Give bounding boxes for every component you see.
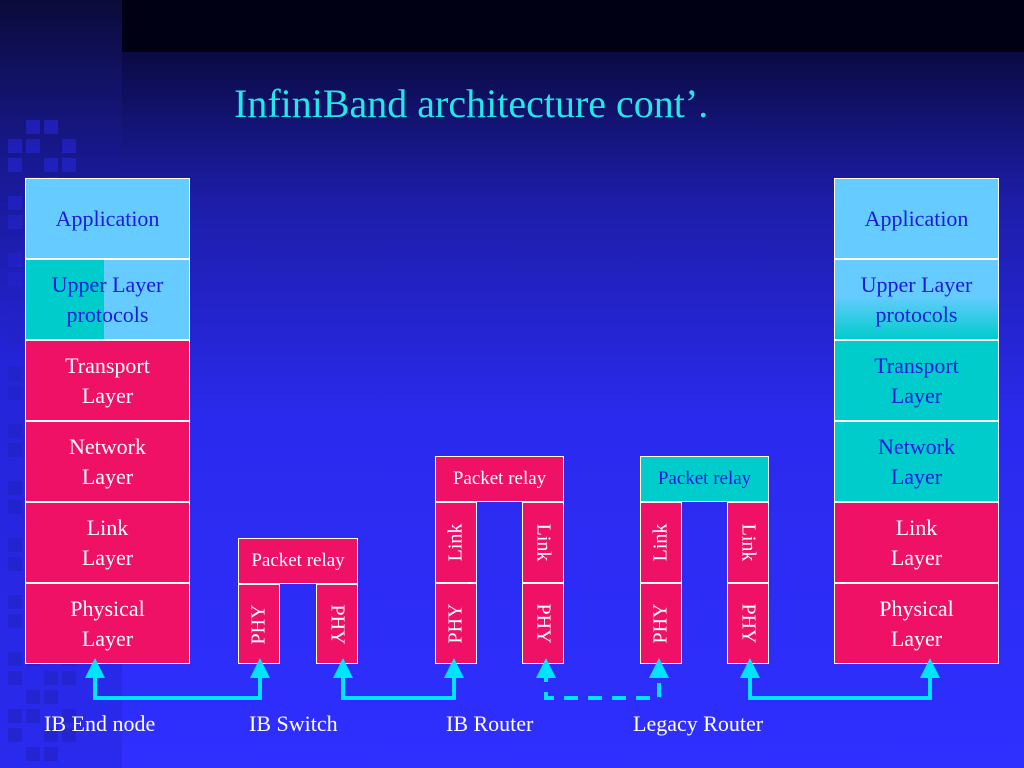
decor-square xyxy=(8,196,22,210)
decor-square xyxy=(8,367,22,381)
decor-square xyxy=(8,158,22,172)
decor-square xyxy=(8,215,22,229)
decor-square xyxy=(44,728,58,742)
decor-square xyxy=(8,329,22,343)
decor-square xyxy=(26,120,40,134)
caption-legacy-router: Legacy Router xyxy=(633,711,764,736)
ib-router-phy-left: PHY xyxy=(435,583,477,664)
decor-square xyxy=(62,671,76,685)
right-upper-layer-protocols: Upper Layer protocols xyxy=(834,259,999,340)
top-band xyxy=(122,0,1024,52)
switch-packet-relay: Packet relay xyxy=(238,538,358,584)
decor-square xyxy=(44,158,58,172)
decor-square xyxy=(8,500,22,514)
decor-square xyxy=(44,747,58,761)
left-network-layer: Network Layer xyxy=(25,421,190,502)
link-switch-ibrouter xyxy=(333,658,464,700)
link-ibrouter-legacyrouter-dashed xyxy=(536,658,669,700)
caption-ib-end-node: IB End node xyxy=(44,711,156,736)
decor-square xyxy=(8,386,22,400)
decor-square xyxy=(44,690,58,704)
right-network-layer: Network Layer xyxy=(834,421,999,502)
decor-square xyxy=(8,595,22,609)
ib-router-link-right: Link xyxy=(522,502,564,583)
decor-square xyxy=(8,557,22,571)
link-endnode-switch xyxy=(85,658,270,700)
decor-square xyxy=(26,690,40,704)
decor-square xyxy=(26,139,40,153)
switch-phy-right: PHY xyxy=(316,584,358,664)
decor-square xyxy=(62,728,76,742)
left-upper-layer-protocols: Upper Layer protocols xyxy=(25,259,190,340)
legacy-router-link-right: Link xyxy=(727,502,769,583)
decor-square xyxy=(44,671,58,685)
decor-square xyxy=(44,120,58,134)
legacy-router-link-left: Link xyxy=(640,502,682,583)
decor-square xyxy=(8,424,22,438)
caption-ib-router: IB Router xyxy=(446,711,534,736)
ib-router-link-left: Link xyxy=(435,502,477,583)
ib-router-phy-right: PHY xyxy=(522,583,564,664)
decor-square xyxy=(8,671,22,685)
decor-square xyxy=(8,310,22,324)
legacy-router-packet-relay: Packet relay xyxy=(640,456,769,502)
decor-square xyxy=(62,709,76,723)
decor-square xyxy=(8,272,22,286)
decor-square xyxy=(8,652,22,666)
slide-title: InfiniBand architecture cont’. xyxy=(234,81,709,126)
right-link-layer: Link Layer xyxy=(834,502,999,583)
ib-router-packet-relay: Packet relay xyxy=(435,456,564,502)
left-physical-layer: Physical Layer xyxy=(25,583,190,664)
decor-square xyxy=(26,709,40,723)
decor-square xyxy=(8,538,22,552)
legacy-router-phy-right: PHY xyxy=(727,583,769,664)
decor-square xyxy=(62,158,76,172)
right-transport-layer: Transport Layer xyxy=(834,340,999,421)
decor-square xyxy=(26,747,40,761)
left-transport-layer: Transport Layer xyxy=(25,340,190,421)
decor-square xyxy=(8,443,22,457)
decor-square xyxy=(8,728,22,742)
decor-square xyxy=(8,139,22,153)
decor-square xyxy=(8,253,22,267)
right-application-layer: Application xyxy=(834,178,999,259)
decor-square xyxy=(8,481,22,495)
caption-ib-switch: IB Switch xyxy=(249,711,338,736)
decor-square xyxy=(62,139,76,153)
decor-square xyxy=(8,709,22,723)
left-application-layer: Application xyxy=(25,178,190,259)
decor-square xyxy=(8,614,22,628)
link-legacyrouter-endnode xyxy=(740,658,940,700)
left-link-layer: Link Layer xyxy=(25,502,190,583)
